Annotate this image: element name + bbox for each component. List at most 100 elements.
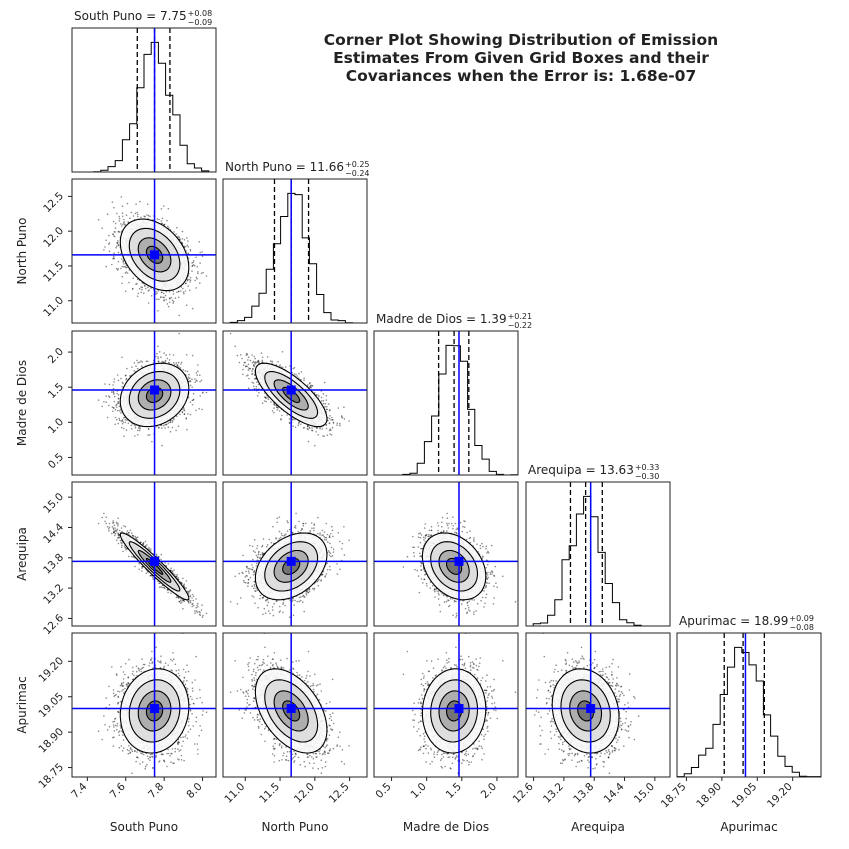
sample-point [177,361,180,364]
sample-point [174,297,177,299]
sample-point [116,242,119,245]
sample-point [166,219,168,222]
sample-point [139,427,141,430]
sample-point [116,269,119,271]
sample-point [111,391,113,393]
sample-point [112,258,114,260]
sample-point [108,383,111,386]
sample-point [118,217,121,220]
sample-point [139,426,141,428]
sample-point [118,231,121,233]
panel-frame [71,178,217,324]
sample-point [185,417,188,419]
sample-point [198,407,200,410]
sample-point [118,405,121,408]
sample-point [112,390,115,393]
sample-point [131,366,133,368]
sample-point [131,428,133,430]
sample-point [104,246,106,248]
sample-point [183,409,186,412]
sample-point [136,367,139,370]
sample-point [112,257,115,259]
sample-point [186,280,189,282]
sample-point [173,231,175,233]
sample-point [118,419,121,422]
sample-point [141,361,144,363]
sample-point [117,398,120,400]
panel-madre-de-dios-vs-south-puno [71,330,217,476]
sample-point [108,396,111,399]
sample-point [121,275,124,278]
sample-point [117,261,120,263]
sample-point [106,213,109,215]
sample-point [130,211,133,214]
panel-north-puno-vs-south-puno [71,178,217,324]
sample-point [147,290,150,292]
sample-point [160,356,162,359]
sample-point [164,423,166,426]
sample-point [117,400,119,403]
sample-point [123,221,125,223]
sample-point [189,384,192,387]
sample-point [187,285,189,287]
sample-point [121,205,124,207]
sample-point [114,227,117,229]
sample-point [181,411,184,413]
sample-point [125,214,128,216]
sample-point [131,288,134,290]
sample-point [172,300,175,303]
sample-point [123,223,126,225]
sample-point [120,223,122,225]
sample-point [175,362,178,364]
sample-point [122,265,125,268]
sample-point [125,377,128,380]
sample-point [183,407,185,410]
sample-point [169,353,171,356]
sample-point [137,427,140,429]
sample-point [205,275,208,277]
sample-point [136,278,139,281]
sample-point [113,257,116,260]
sample-point [160,220,163,222]
sample-point [171,421,174,423]
chart-title-line-2: Estimates From Given Grid Boxes and thei… [300,49,742,67]
sample-point [147,214,150,217]
sample-point [177,425,180,428]
sample-point [168,227,170,229]
sample-point [112,392,115,394]
sample-point [105,239,107,242]
sample-point [147,302,150,304]
sample-point [168,359,171,361]
sample-point [147,428,150,430]
sample-point [122,223,124,226]
sample-point [103,401,105,403]
sample-point [108,395,110,397]
sample-point [146,203,149,206]
sample-point [117,231,119,233]
sample-point [117,394,120,396]
sample-point [108,234,110,237]
sample-point [157,360,160,362]
sample-point [117,402,119,405]
sample-point [161,360,163,363]
sample-point [122,382,124,385]
sample-point [167,361,170,364]
sample-point [172,302,174,304]
sample-point [117,379,120,382]
sample-point [195,372,198,374]
sample-point [191,265,194,268]
sample-point [169,421,171,423]
sample-point [191,264,194,267]
sample-point [122,261,124,263]
sample-point [132,277,134,280]
sample-point [124,272,127,274]
sample-point [136,359,138,362]
sample-point [178,314,180,317]
sample-point [172,354,175,356]
sample-point [188,278,190,281]
sample-point [187,376,190,379]
sample-point [201,251,203,253]
sample-point [134,435,136,437]
sample-point [114,235,116,238]
sample-point [179,367,182,369]
